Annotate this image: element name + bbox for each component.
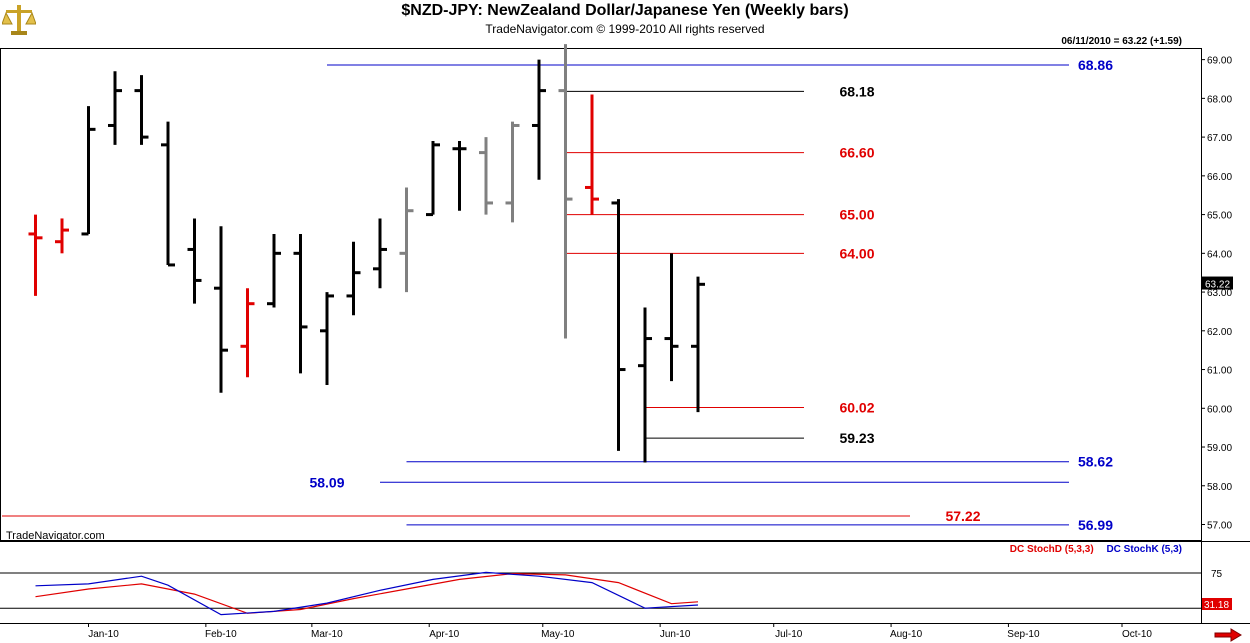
ohlc-bar — [346, 241, 361, 316]
ohlc-bar — [240, 288, 255, 378]
ohlc-bar — [134, 75, 149, 145]
last-price-label: 63.22 — [1205, 280, 1230, 291]
ohlc-bar — [558, 44, 573, 339]
level-label: 65.00 — [839, 207, 874, 223]
chart-frames — [0, 48, 1250, 624]
brand-label: TradeNavigator.com — [6, 530, 105, 542]
ohlc-bar — [28, 214, 43, 296]
ohlc-bar — [426, 140, 440, 217]
date-tick-label: Aug-10 — [890, 629, 923, 640]
ohlc-bar — [320, 292, 334, 386]
price-tick-label: 69.00 — [1207, 56, 1232, 67]
price-tick-label: 64.00 — [1207, 249, 1232, 260]
last-price-info: 06/11/2010 = 63.22 (+1.59) — [1061, 36, 1182, 47]
ohlc-bar — [505, 121, 520, 223]
date-tick-label: Feb-10 — [205, 629, 237, 640]
ohlc-bar — [108, 71, 122, 145]
ohlc-bar — [664, 253, 679, 382]
level-label: 64.00 — [839, 245, 874, 261]
price-tick-label: 59.00 — [1207, 443, 1232, 454]
ohlc-bar — [187, 218, 202, 304]
level-label: 59.23 — [839, 430, 874, 446]
price-tick-label: 58.00 — [1207, 482, 1232, 493]
chart-title: $NZD-JPY: NewZealand Dollar/Japanese Yen… — [401, 2, 849, 19]
price-tick-label: 57.00 — [1207, 521, 1232, 532]
level-label: 60.02 — [839, 400, 874, 416]
price-tick-label: 65.00 — [1207, 211, 1232, 222]
stochastic-panel: 75 31.18 — [0, 569, 1232, 616]
level-label: 68.86 — [1078, 57, 1113, 73]
ohlc-bar — [81, 106, 96, 236]
copyright-subtitle: TradeNavigator.com © 1999-2010 All right… — [485, 22, 765, 36]
ohlc-bar — [611, 199, 626, 451]
legend-stochk: DC StochK (5,3) — [1106, 544, 1182, 555]
ohlc-bar — [373, 218, 387, 289]
legend-stochd: DC StochD (5,3,3) — [1009, 544, 1094, 555]
price-tick-label: 66.00 — [1207, 172, 1232, 183]
ohlc-bar — [452, 140, 467, 211]
price-axis: 69.00 68.00 67.00 66.00 65.00 64.00 63.00 62.00… — [1201, 56, 1233, 532]
date-tick-label: Apr-10 — [429, 629, 459, 640]
ohlc-bar — [479, 137, 493, 215]
level-label: 57.22 — [945, 508, 980, 524]
level-label: 56.99 — [1078, 517, 1113, 533]
date-tick-label: Jul-10 — [775, 629, 803, 640]
level-label: 68.18 — [839, 83, 874, 99]
ohlc-bar — [214, 226, 228, 393]
price-tick-label: 60.00 — [1207, 404, 1232, 415]
level-label: 66.60 — [839, 145, 874, 161]
stoch-last-label: 31.18 — [1204, 600, 1229, 611]
scroll-right-arrow-icon[interactable] — [1214, 628, 1242, 642]
level-label: 58.09 — [309, 474, 344, 490]
ohlc-bar — [585, 94, 599, 215]
price-levels: 68.86 68.18 66.60 65.00 64.00 60.02 59.23 58.62… — [2, 57, 1113, 533]
stoch-series-line — [35, 572, 699, 614]
stochastic-legend: DC StochD (5,3,3) DC StochK (5,3) — [1000, 544, 1182, 555]
ohlc-bar — [161, 121, 175, 267]
last-price-box — [1202, 276, 1233, 290]
price-tick-label: 67.00 — [1207, 133, 1232, 144]
price-tick-label: 61.00 — [1207, 366, 1232, 377]
date-tick-label: Jun-10 — [660, 629, 691, 640]
level-label: 58.62 — [1078, 454, 1113, 470]
ohlc-bar — [267, 233, 281, 308]
ohlc-bar — [638, 307, 652, 463]
stoch-level-label: 75 — [1211, 569, 1223, 580]
ohlc-bar — [55, 218, 69, 254]
ohlc-bar — [399, 187, 414, 293]
price-tick-label: 68.00 — [1207, 94, 1232, 105]
price-panel-frame — [0, 48, 1202, 541]
stoch-last-box — [1202, 598, 1232, 610]
ohlc-bar — [532, 59, 546, 180]
price-bars — [28, 44, 705, 463]
ohlc-bar — [293, 233, 308, 374]
price-tick-label: 63.00 — [1207, 288, 1232, 299]
date-axis: Jan-10 Feb-10 Mar-10 Apr-10 May-10 Jun-10 Jul-… — [88, 623, 1152, 640]
date-tick-label: Sep-10 — [1007, 629, 1040, 640]
date-tick-label: Jan-10 — [88, 629, 119, 640]
ohlc-bar — [691, 276, 705, 413]
price-tick-label: 62.00 — [1207, 327, 1232, 338]
stoch-series-line — [35, 571, 699, 616]
date-tick-label: May-10 — [541, 629, 575, 640]
date-tick-label: Mar-10 — [311, 629, 343, 640]
tradenavigator-logo-icon — [2, 5, 36, 35]
date-tick-label: Oct-10 — [1122, 629, 1152, 640]
